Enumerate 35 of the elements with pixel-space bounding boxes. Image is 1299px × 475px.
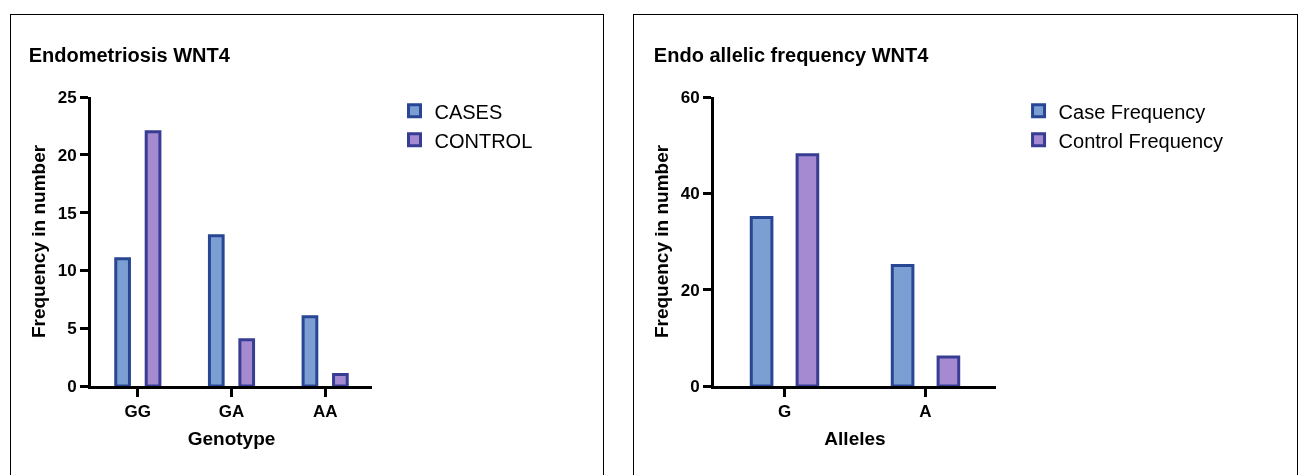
bar — [207, 234, 225, 386]
bar — [795, 153, 820, 386]
legend-label: Case Frequency — [1058, 100, 1206, 123]
chart-title: Endo allelic frequency WNT4 — [653, 43, 930, 66]
bar — [301, 315, 319, 386]
bar — [936, 355, 961, 386]
x-axis-title: Genotype — [187, 428, 276, 450]
y-tick-label: 20 — [680, 280, 700, 300]
y-tick-label: 60 — [680, 87, 700, 107]
bar — [144, 130, 162, 386]
bar — [114, 257, 131, 386]
y-axis-title: Frequency in number — [650, 144, 672, 339]
x-tick-label: A — [919, 402, 932, 422]
legend-label: Control Frequency — [1058, 129, 1224, 152]
chart-title: Endometriosis WNT4 — [28, 43, 231, 66]
y-tick-label: 40 — [680, 184, 700, 204]
x-tick-label: AA — [312, 402, 338, 422]
legend-label: CASES — [434, 100, 503, 123]
y-tick-label: 25 — [57, 87, 77, 107]
y-tick-label: 5 — [67, 319, 77, 339]
bar — [890, 264, 915, 386]
bar — [749, 215, 774, 386]
y-tick-label: 0 — [690, 376, 700, 396]
x-tick-label: G — [777, 402, 792, 422]
y-tick-label: 10 — [57, 261, 77, 281]
y-tick-label: 0 — [67, 376, 77, 396]
y-axis-title: Frequency in number — [27, 144, 49, 339]
legend-label: CONTROL — [434, 129, 533, 152]
y-tick-label: 15 — [57, 203, 77, 223]
x-tick-label: GG — [124, 402, 152, 422]
bar — [238, 338, 256, 386]
y-tick-label: 20 — [57, 145, 77, 165]
x-axis-title: Alleles — [824, 428, 886, 450]
bar — [332, 372, 349, 386]
x-tick-label: GA — [218, 402, 245, 422]
